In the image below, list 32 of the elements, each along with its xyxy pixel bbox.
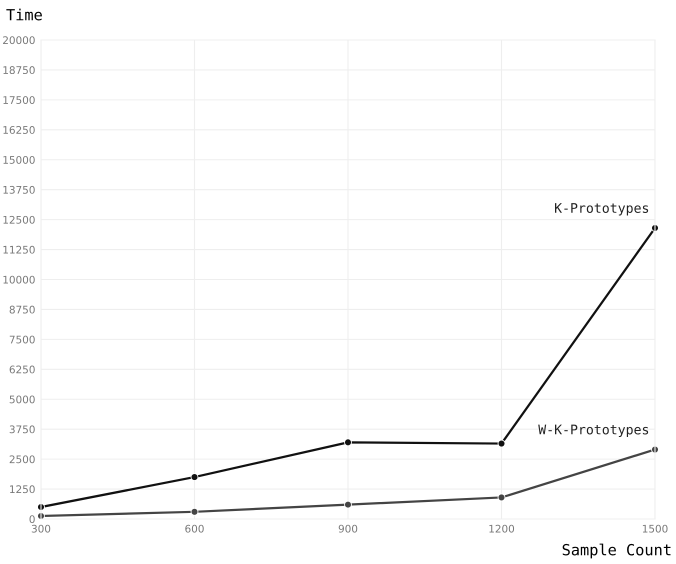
point <box>344 438 352 446</box>
y-tick-label: 11250 <box>3 246 35 254</box>
y-tick-label: 12500 <box>3 216 35 224</box>
point <box>498 494 506 502</box>
series-label: K-Prototypes <box>555 203 648 216</box>
x-tick-label: 1500 <box>642 524 668 533</box>
y-tick-label: 0 <box>30 515 35 524</box>
point <box>498 440 506 448</box>
x-tick-label: 600 <box>185 524 204 533</box>
y-tick-label: 3750 <box>10 425 35 434</box>
point <box>190 508 198 516</box>
y-tick-label: 18750 <box>3 66 35 74</box>
y-tick-label: 7500 <box>10 336 35 344</box>
y-tick-label: 20000 <box>3 36 35 44</box>
x-axis-title: Sample Count <box>562 544 671 558</box>
point <box>344 500 352 509</box>
y-tick-label: 2500 <box>10 455 35 464</box>
y-tick-label: 6250 <box>10 366 35 374</box>
y-axis-title: Time <box>6 8 42 20</box>
y-tick-label: 15000 <box>3 156 35 164</box>
y-tick-label: 16250 <box>3 126 35 134</box>
x-tick-label: 1200 <box>489 524 514 533</box>
x-tick-label: 300 <box>32 524 50 533</box>
y-tick-label: 1250 <box>10 485 35 494</box>
y-tick-label: 5000 <box>10 395 35 404</box>
point <box>190 473 198 481</box>
series-label: W-K-Prototypes <box>538 424 648 438</box>
y-tick-label: 13750 <box>3 186 35 194</box>
y-tick-label: 17500 <box>3 96 35 104</box>
y-tick-label: 8750 <box>10 306 35 314</box>
x-tick-label: 900 <box>338 524 358 533</box>
y-tick-label: 10000 <box>3 276 35 284</box>
